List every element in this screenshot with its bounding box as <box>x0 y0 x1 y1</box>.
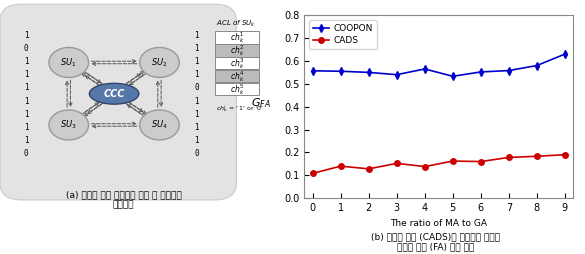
Text: $ch^4_k$: $ch^4_k$ <box>230 69 245 84</box>
Text: $ch^2_k$: $ch^2_k$ <box>230 43 245 58</box>
COOPON <box>309 69 316 72</box>
Text: $ch^i_k$ = ' 1' or '0': $ch^i_k$ = ' 1' or '0' <box>216 103 264 114</box>
Text: (b) 제안된 방법 (CADS)과 비교대상 방법간
잘못된 알람 (FA) 화률 비교: (b) 제안된 방법 (CADS)과 비교대상 방법간 잘못된 알람 (FA) … <box>371 232 500 251</box>
Text: $SU_2$: $SU_2$ <box>151 56 168 69</box>
Circle shape <box>49 110 88 140</box>
FancyBboxPatch shape <box>215 83 259 95</box>
CADS <box>449 160 456 163</box>
COOPON <box>365 71 372 74</box>
FancyBboxPatch shape <box>215 57 259 69</box>
COOPON <box>477 70 484 73</box>
Legend: COOPON, CADS: COOPON, CADS <box>309 20 377 50</box>
Text: 1: 1 <box>194 110 199 119</box>
Text: 1: 1 <box>194 136 199 145</box>
FancyBboxPatch shape <box>215 44 259 57</box>
Text: 1: 1 <box>24 70 29 79</box>
CADS <box>393 162 400 165</box>
Text: 1: 1 <box>24 31 29 40</box>
Text: 1: 1 <box>194 31 199 40</box>
COOPON <box>562 53 569 56</box>
Text: $ch^1_k$: $ch^1_k$ <box>230 30 245 45</box>
CADS <box>309 172 316 175</box>
CADS <box>421 165 428 168</box>
Text: 1: 1 <box>24 110 29 119</box>
Text: (a) 차량간 협력 스펙트럼 센싱 및 공통채널
할당구조: (a) 차량간 협력 스펙트럼 센싱 및 공통채널 할당구조 <box>66 190 181 210</box>
Text: 0: 0 <box>24 149 29 158</box>
FancyBboxPatch shape <box>215 70 259 82</box>
Circle shape <box>140 47 179 77</box>
COOPON <box>534 64 541 67</box>
COOPON <box>393 73 400 76</box>
CADS <box>534 155 541 158</box>
CADS <box>365 167 372 170</box>
FancyBboxPatch shape <box>0 4 236 200</box>
Circle shape <box>49 47 88 77</box>
CADS <box>337 165 344 168</box>
Text: $SU_4$: $SU_4$ <box>151 119 168 131</box>
Text: 1: 1 <box>194 70 199 79</box>
Text: 1: 1 <box>194 123 199 132</box>
Text: $ACL\ of\ SU_k$: $ACL\ of\ SU_k$ <box>216 19 256 29</box>
Text: 1: 1 <box>24 97 29 105</box>
Text: 1: 1 <box>194 57 199 66</box>
Y-axis label: $G_{FA}$: $G_{FA}$ <box>251 97 271 110</box>
Text: CCC: CCC <box>104 89 125 99</box>
COOPON <box>337 70 344 73</box>
Text: 0: 0 <box>24 44 29 53</box>
Line: CADS: CADS <box>310 152 567 176</box>
X-axis label: The ratio of MA to GA: The ratio of MA to GA <box>390 218 487 228</box>
Text: 0: 0 <box>194 83 199 92</box>
Text: $SU_3$: $SU_3$ <box>60 119 77 131</box>
Text: $SU_1$: $SU_1$ <box>60 56 77 69</box>
CADS <box>562 153 569 156</box>
COOPON <box>505 69 512 72</box>
FancyBboxPatch shape <box>215 31 259 44</box>
Text: 1: 1 <box>24 57 29 66</box>
COOPON <box>449 75 456 78</box>
Text: 0: 0 <box>194 149 199 158</box>
Text: $ch^5_k$: $ch^5_k$ <box>230 82 245 97</box>
Ellipse shape <box>90 83 139 104</box>
Text: 1: 1 <box>24 136 29 145</box>
Text: 1: 1 <box>194 44 199 53</box>
CADS <box>477 160 484 163</box>
Text: 1: 1 <box>24 123 29 132</box>
Text: 1: 1 <box>24 83 29 92</box>
COOPON <box>421 68 428 71</box>
Line: COOPON: COOPON <box>310 51 567 79</box>
CADS <box>505 156 512 159</box>
Circle shape <box>140 110 179 140</box>
Text: 1: 1 <box>194 97 199 105</box>
Text: $ch^3_k$: $ch^3_k$ <box>230 56 245 71</box>
